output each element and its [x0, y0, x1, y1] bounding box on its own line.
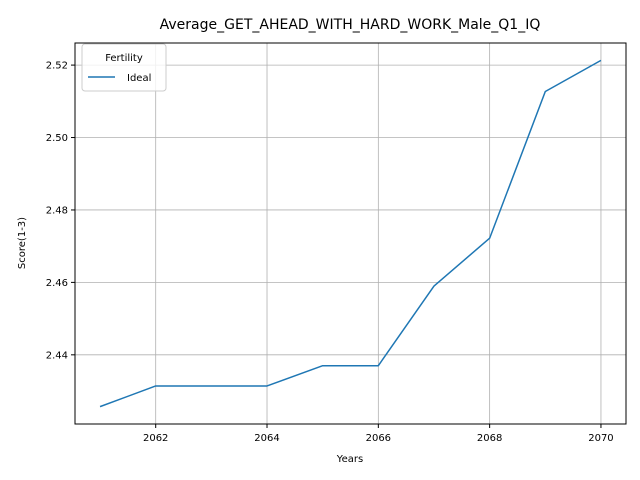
- y-tick-label: 2.44: [46, 350, 68, 361]
- y-tick-label: 2.52: [46, 61, 68, 72]
- y-tick-label: 2.48: [46, 205, 68, 216]
- x-tick-label: 2070: [588, 433, 613, 444]
- x-tick-label: 2066: [366, 433, 391, 444]
- y-axis-label: Score(1-3): [17, 217, 28, 269]
- series-lines: [99, 59, 602, 408]
- chart-title: Average_GET_AHEAD_WITH_HARD_WORK_Male_Q1…: [160, 17, 541, 33]
- legend-box: [81, 43, 167, 92]
- grid-lines: [75, 43, 626, 424]
- x-axis-ticks: 2062 2064 2066 2068 2070: [143, 424, 614, 444]
- legend-title: Fertility: [105, 53, 143, 64]
- y-tick-label: 2.46: [46, 278, 68, 289]
- series-line-ideal: [99, 59, 602, 408]
- x-tick-label: 2062: [143, 433, 168, 444]
- y-axis-ticks: 2.44 2.46 2.48 2.50 2.52: [46, 61, 75, 361]
- y-tick-label: 2.50: [46, 133, 68, 144]
- x-tick-label: 2068: [477, 433, 502, 444]
- legend: Fertility Ideal: [81, 43, 167, 92]
- x-tick-label: 2064: [254, 433, 279, 444]
- plot-frame: [74, 42, 627, 425]
- x-axis-label: Years: [336, 454, 363, 465]
- legend-label-ideal: Ideal: [127, 73, 151, 84]
